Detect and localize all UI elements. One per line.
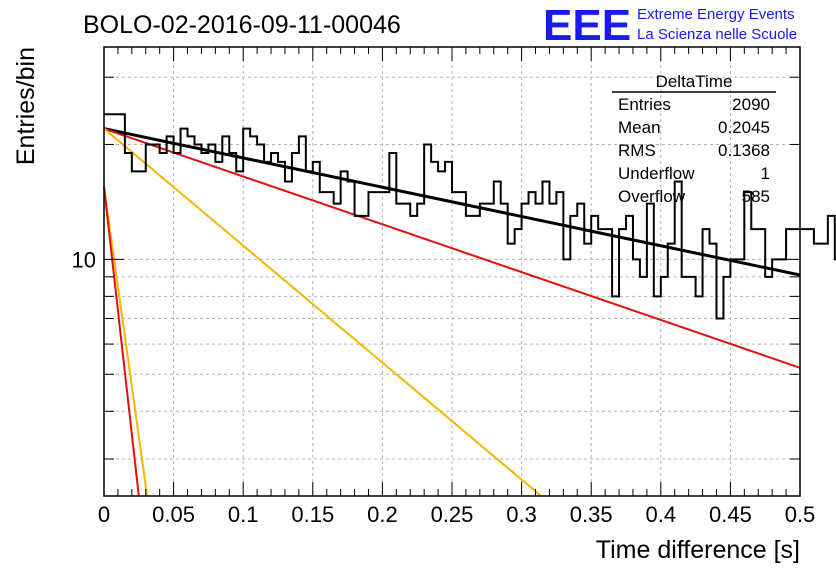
stats-box: DeltaTime Entries 2090 Mean 0.2045 RMS 0.1368… bbox=[612, 72, 776, 206]
stats-name: DeltaTime bbox=[656, 72, 733, 91]
x-tick-label: 0 bbox=[98, 502, 110, 527]
y-tick-labels: 10 bbox=[72, 247, 96, 272]
x-axis-title: Time difference [s] bbox=[596, 536, 800, 564]
logo-line-1: Extreme Energy Events bbox=[637, 6, 795, 23]
eee-logo: EEE Extreme Energy Events La Scienza nel… bbox=[543, 1, 797, 50]
fit-lines bbox=[103, 127, 801, 497]
axis-ticks bbox=[103, 47, 801, 496]
stats-label: Mean bbox=[618, 118, 661, 137]
fit-line-0 bbox=[103, 127, 801, 277]
y-axis-title: Entries/bin bbox=[12, 47, 40, 165]
stats-value: 2090 bbox=[732, 95, 770, 114]
histogram-step bbox=[104, 113, 836, 320]
stats-label: Underflow bbox=[618, 164, 695, 183]
x-tick-label: 0.45 bbox=[709, 502, 752, 527]
logo-line-2: La Scienza nelle Scuole bbox=[637, 26, 797, 43]
x-tick-label: 0.3 bbox=[506, 502, 537, 527]
grid bbox=[104, 47, 800, 496]
x-tick-labels: 0 0.05 0.1 0.15 0.2 0.25 0.3 0.35 0.4 0.45 0.5 bbox=[98, 502, 815, 527]
x-tick-label: 0.5 bbox=[785, 502, 816, 527]
x-tick-label: 0.05 bbox=[152, 502, 195, 527]
x-tick-label: 0.4 bbox=[646, 502, 677, 527]
y-tick-label: 10 bbox=[72, 247, 96, 272]
stats-value: 1 bbox=[761, 164, 770, 183]
logo-mark: EEE bbox=[543, 1, 631, 50]
x-tick-label: 0.25 bbox=[431, 502, 474, 527]
fit-line-1 bbox=[103, 127, 801, 369]
fit-line-2 bbox=[103, 127, 542, 497]
stats-value: 0.1368 bbox=[718, 141, 770, 160]
stats-value: 0.2045 bbox=[718, 118, 770, 137]
x-tick-label: 0.1 bbox=[228, 502, 259, 527]
x-tick-label: 0.35 bbox=[570, 502, 613, 527]
stats-rows: Entries 2090 Mean 0.2045 RMS 0.1368 Underflow 1… bbox=[618, 95, 770, 206]
fit-line-3 bbox=[103, 186, 149, 497]
fit-line-4 bbox=[103, 186, 140, 497]
stats-label: Entries bbox=[618, 95, 671, 114]
x-tick-label: 0.15 bbox=[291, 502, 334, 527]
x-tick-label: 0.2 bbox=[367, 502, 398, 527]
stats-label: Overflow bbox=[618, 187, 686, 206]
stats-value: 585 bbox=[742, 187, 770, 206]
histogram bbox=[104, 113, 836, 320]
stats-label: RMS bbox=[618, 141, 656, 160]
chart-title: BOLO-02-2016-09-11-00046 bbox=[83, 11, 401, 39]
